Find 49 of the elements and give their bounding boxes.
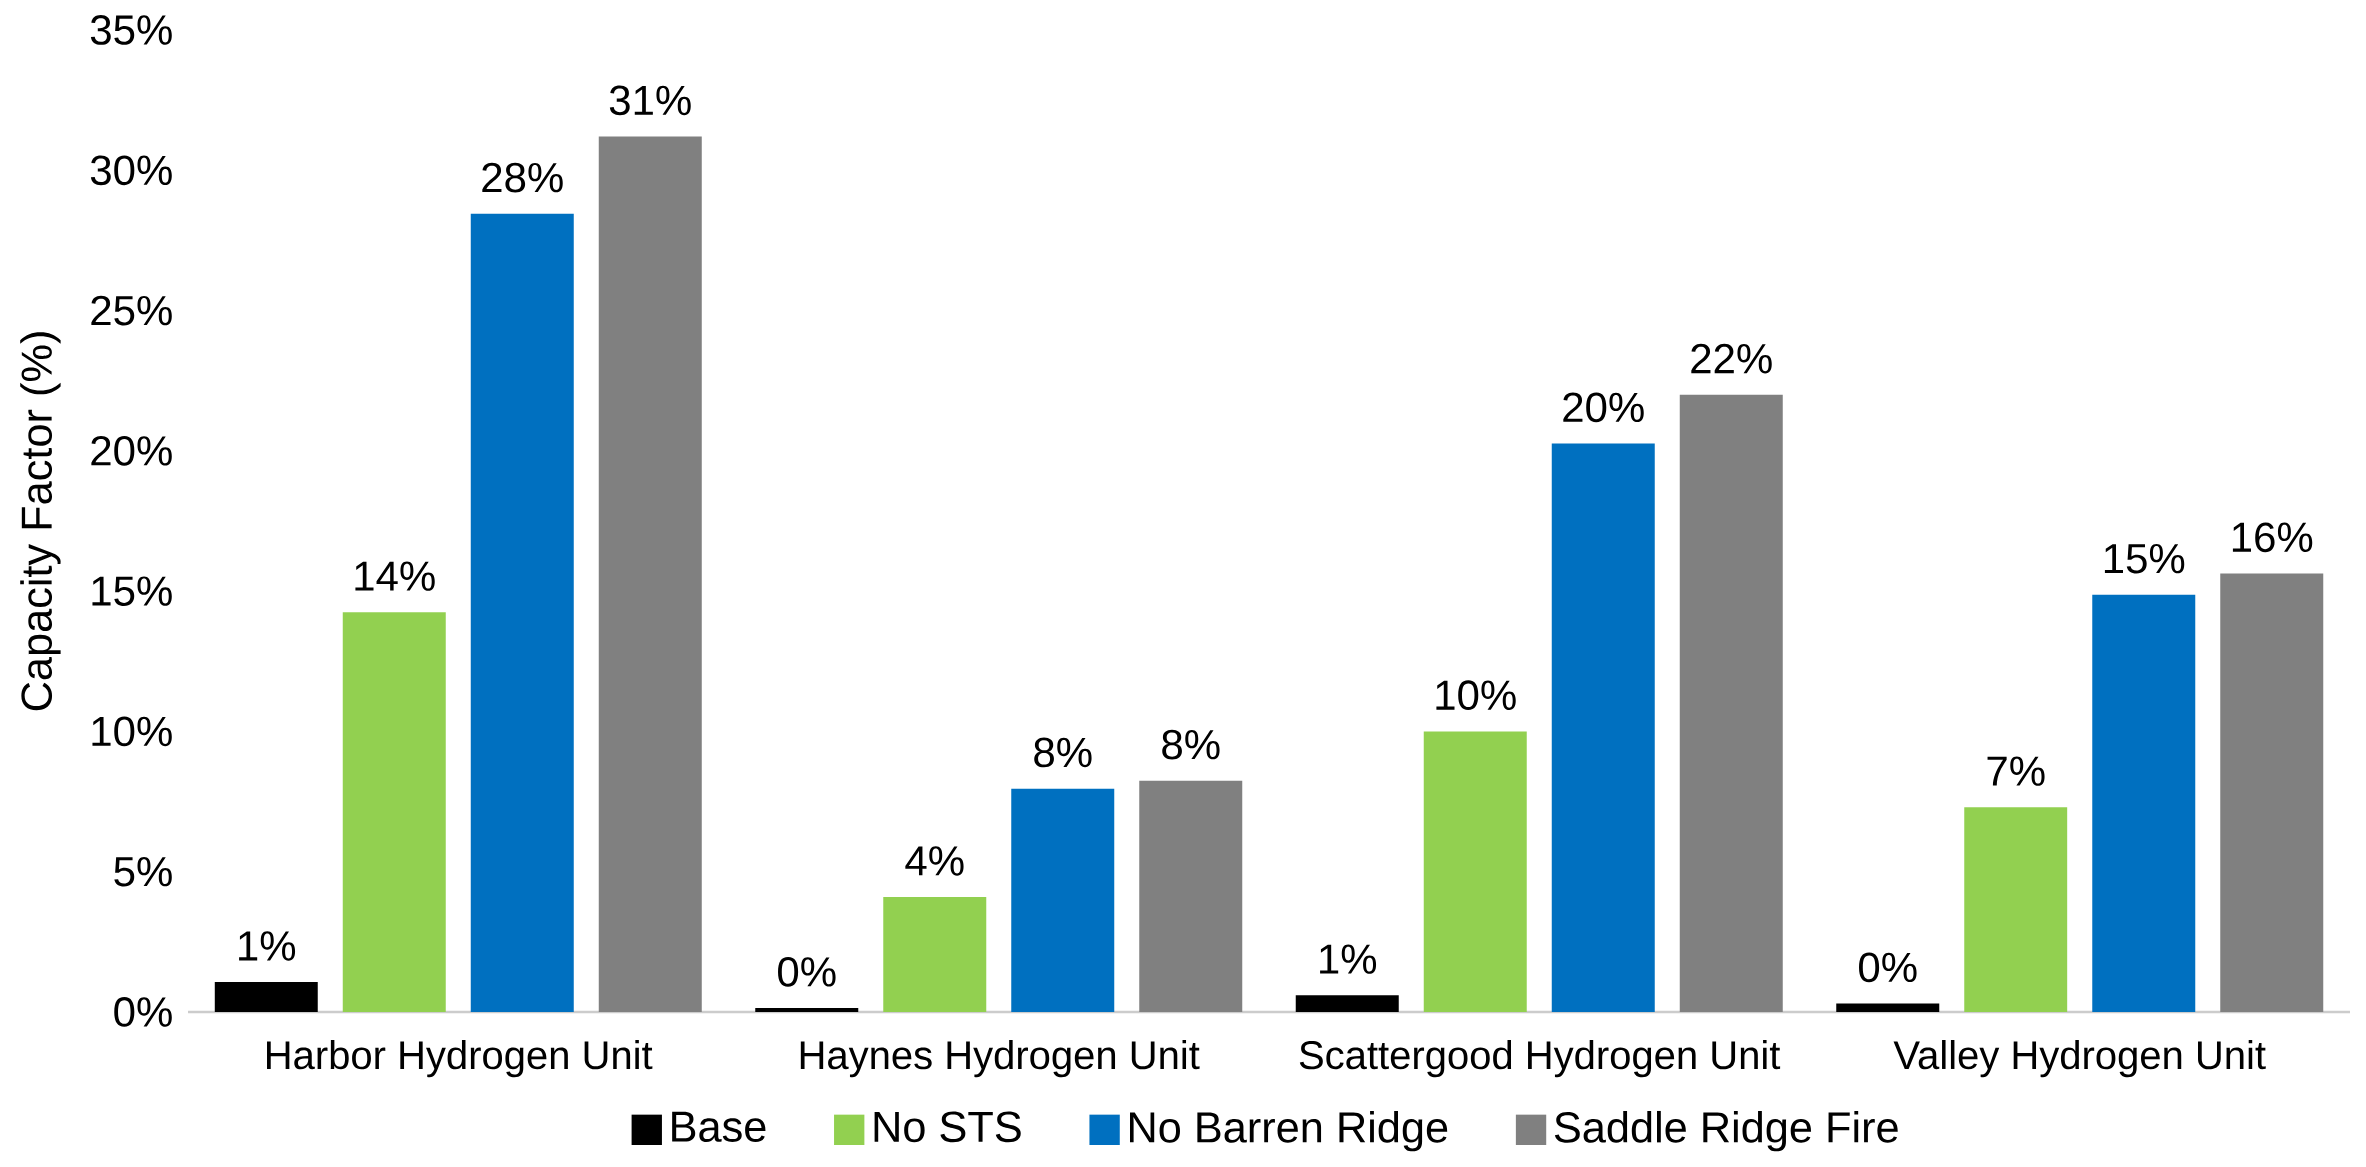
y-tick-label: 10% — [92, 716, 172, 747]
data-label: 22% — [1691, 343, 1772, 374]
data-label: 1% — [239, 931, 296, 961]
bar — [1836, 1003, 1940, 1012]
data-label: 4% — [905, 846, 964, 876]
bar — [470, 213, 574, 1012]
bar — [1964, 807, 2068, 1012]
bar — [1295, 995, 1399, 1012]
data-label: 7% — [1987, 756, 2045, 786]
legend-label: Base — [672, 1111, 766, 1142]
bar — [883, 896, 987, 1012]
x-tick-label: Valley Hydrogen Unit — [1893, 1040, 2266, 1078]
y-tick-label: 0% — [114, 997, 172, 1027]
bar — [1551, 443, 1655, 1012]
y-tick-label: 35% — [90, 15, 172, 45]
data-label: 8% — [1034, 737, 1092, 768]
bar — [2220, 573, 2324, 1012]
bar — [1011, 788, 1115, 1012]
y-tick-label: 15% — [92, 576, 172, 606]
data-label: 20% — [1563, 392, 1644, 423]
data-label: 15% — [2104, 543, 2185, 574]
bar — [1139, 780, 1243, 1012]
x-tick-label: Scattergood Hydrogen Unit — [1299, 1040, 1781, 1078]
data-label: 10% — [1436, 680, 1516, 711]
data-label: 8% — [1162, 729, 1220, 760]
y-axis-title: Capacity Factor (%) — [20, 332, 61, 711]
data-label: 1% — [1320, 944, 1377, 974]
bar — [598, 136, 702, 1012]
bar — [755, 1008, 859, 1012]
x-tick-label: Harbor Hydrogen Unit — [267, 1040, 653, 1078]
data-label: 0% — [778, 956, 836, 987]
data-label: 28% — [482, 162, 563, 193]
legend-label: No Barren Ridge — [1130, 1110, 1448, 1152]
bar — [1423, 731, 1527, 1012]
legend-label: No STS — [874, 1111, 1021, 1143]
data-label: 14% — [355, 561, 435, 591]
bar — [214, 981, 318, 1012]
bar — [2092, 594, 2196, 1012]
bar — [342, 612, 446, 1012]
data-label: 0% — [1859, 952, 1917, 983]
y-tick-label: 25% — [91, 295, 172, 326]
bar — [1679, 394, 1783, 1012]
y-tick-label: 5% — [114, 856, 172, 887]
legend-label: Saddle Ridge Fire — [1554, 1110, 1898, 1152]
data-label: 31% — [609, 85, 691, 116]
y-tick-label: 30% — [90, 155, 172, 186]
y-tick-label: 20% — [91, 435, 172, 466]
x-tick-label: Haynes Hydrogen Unit — [800, 1040, 1200, 1078]
data-label: 16% — [2232, 522, 2313, 553]
